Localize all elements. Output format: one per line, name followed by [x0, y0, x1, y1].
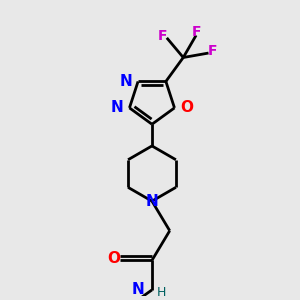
Text: N: N: [131, 282, 144, 297]
Text: N: N: [146, 194, 158, 209]
Text: N: N: [119, 74, 132, 89]
Text: F: F: [191, 25, 201, 39]
Text: F: F: [208, 44, 217, 58]
Text: O: O: [107, 251, 120, 266]
Text: O: O: [180, 100, 194, 116]
Text: N: N: [111, 100, 124, 116]
Text: H: H: [157, 286, 166, 299]
Text: F: F: [158, 29, 168, 43]
